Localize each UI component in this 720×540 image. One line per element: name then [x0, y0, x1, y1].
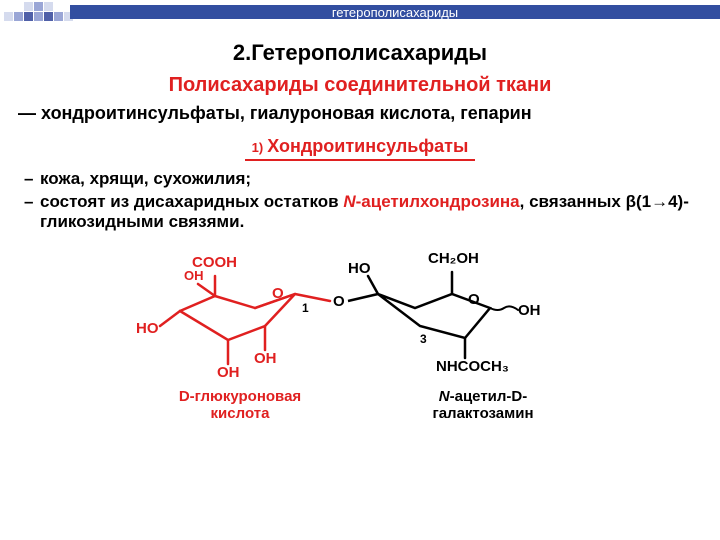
- label-ch2oh: CH₂OH: [428, 250, 479, 267]
- bullet-1: – кожа, хрящи, сухожилия;: [24, 169, 696, 189]
- bullet-dash: –: [24, 169, 40, 189]
- label-c3: 3: [420, 332, 427, 346]
- svg-text:O: O: [272, 285, 284, 302]
- section-1-number: 1): [252, 140, 264, 155]
- breadcrumb-text: гетерополисахариды: [332, 5, 458, 20]
- label-ho-left: HO: [136, 320, 159, 337]
- section-1-name: Хондроитинсульфаты: [267, 136, 468, 156]
- bullet-1-text: кожа, хрящи, сухожилия;: [40, 169, 696, 189]
- label-c1: 1: [302, 301, 309, 315]
- page-title: 2.Гетерополисахариды: [0, 40, 720, 66]
- structure-diagram: O O O COOH HO OH OH OH 1 CH₂OH HO OH 3 N…: [120, 246, 600, 446]
- bullet-dash: –: [24, 192, 40, 232]
- label-ho-right-ax: HO: [348, 260, 371, 277]
- section-1-heading: 1)Хондроитинсульфаты: [0, 136, 720, 157]
- label-oh-right: OH: [254, 350, 277, 367]
- subtitle-red: Полисахариды соединительной ткани: [0, 74, 720, 97]
- label-oh-upper: OH: [184, 268, 204, 283]
- label-oh-mid: OH: [217, 364, 240, 381]
- header-band: гетерополисахариды: [0, 0, 720, 22]
- label-oh-anomeric: OH: [518, 302, 541, 319]
- bullet-2-text: состоят из дисахаридных остатков N-ацети…: [40, 192, 696, 232]
- header-pixel-decoration: [4, 2, 73, 21]
- caption-left: D-глюкуроновая кислота: [160, 388, 320, 423]
- label-nhcoch3: NHCOCH₃: [436, 358, 509, 375]
- definition-line: — хондроитинсульфаты, гиалуроновая кисло…: [18, 103, 702, 124]
- section-1-underline: [245, 159, 475, 161]
- caption-right: N-ацетил-D- галактозамин: [398, 388, 568, 423]
- breadcrumb-bar: гетерополисахариды: [70, 5, 720, 19]
- bullet-2: – состоят из дисахаридных остатков N-аце…: [24, 192, 696, 232]
- bridge-oxygen: O: [333, 293, 345, 310]
- svg-text:O: O: [468, 291, 480, 308]
